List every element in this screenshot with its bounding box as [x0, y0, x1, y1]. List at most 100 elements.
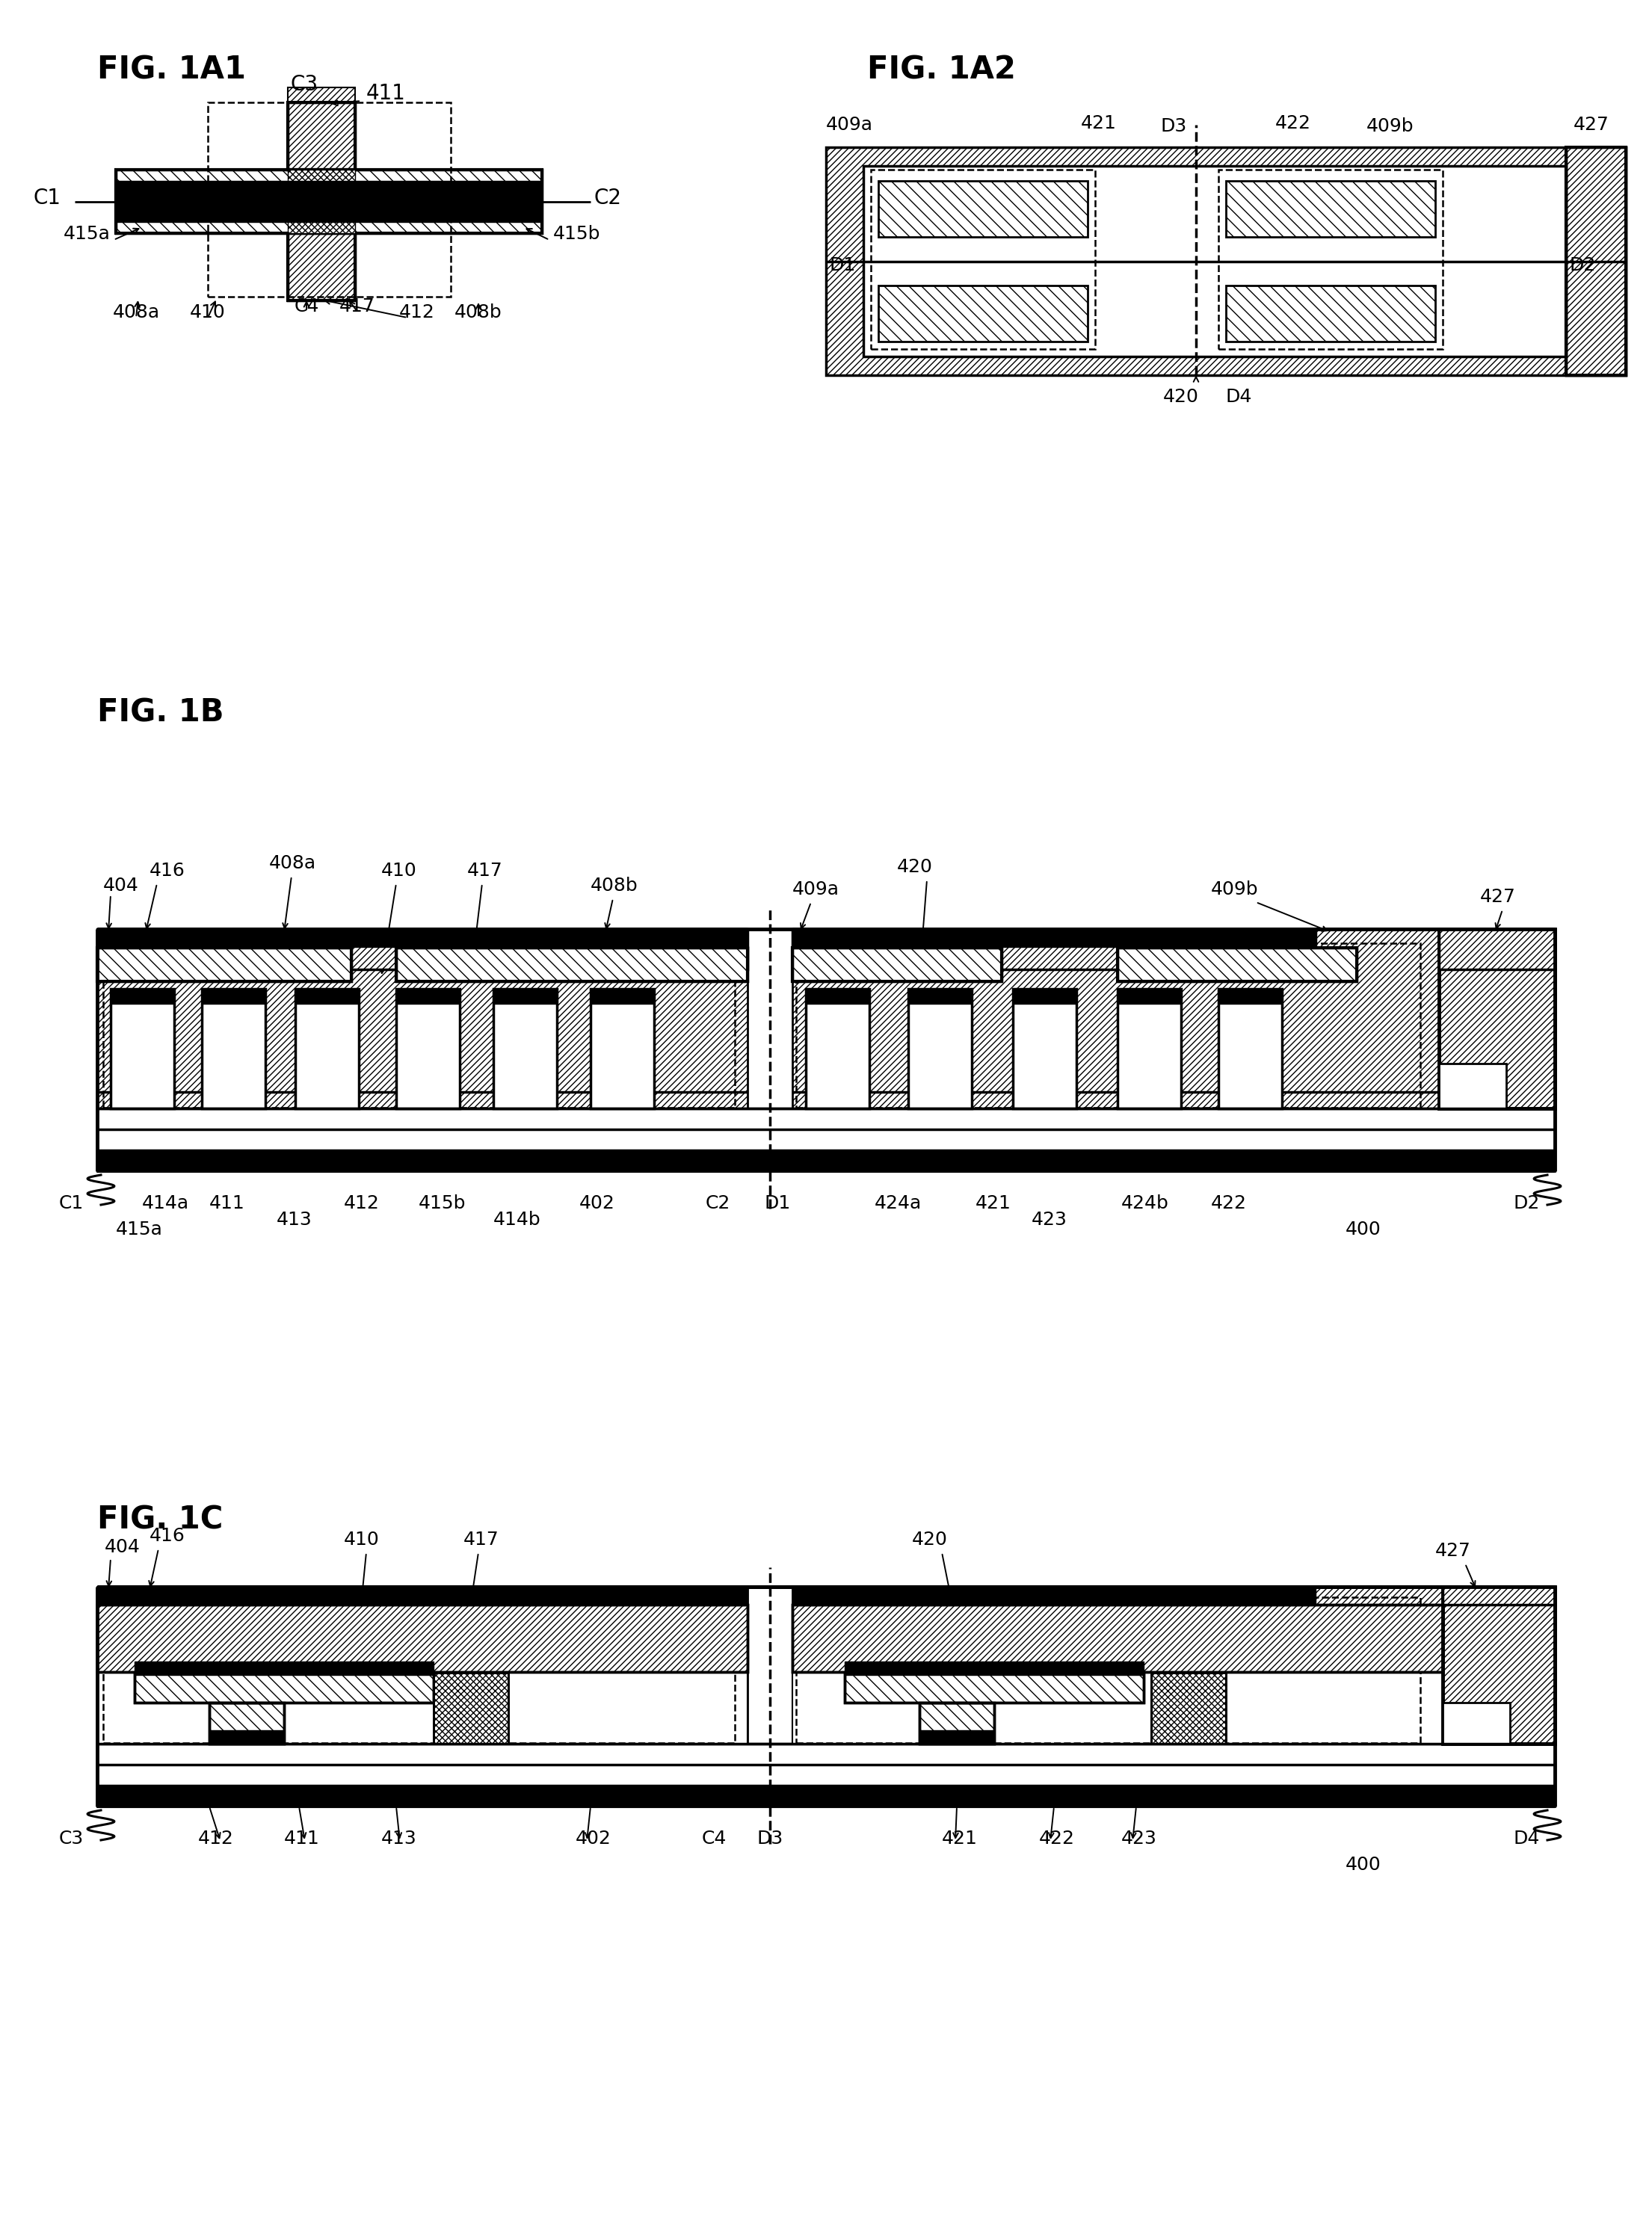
Text: 420: 420 [1163, 388, 1199, 405]
Bar [1219, 988, 1282, 1109]
Text: 412: 412 [344, 1194, 380, 1212]
Text: 421: 421 [1080, 114, 1117, 132]
Text: 411: 411 [210, 1194, 244, 1212]
Bar [1442, 1586, 1555, 1604]
Text: 400: 400 [1345, 1221, 1381, 1239]
Bar [1013, 988, 1077, 1109]
Bar [296, 988, 358, 1109]
Text: D4: D4 [1513, 1830, 1540, 1848]
Text: 408b: 408b [590, 876, 638, 894]
Bar [102, 943, 735, 1107]
Bar [1117, 988, 1181, 1004]
Bar [116, 170, 542, 233]
Bar [296, 988, 358, 1091]
Bar [433, 1673, 509, 1743]
Text: D3: D3 [757, 1830, 783, 1848]
Bar [97, 948, 352, 981]
Bar [844, 1662, 1143, 1676]
Bar [1219, 170, 1442, 349]
Text: 412: 412 [198, 1830, 235, 1848]
Bar [920, 1702, 995, 1743]
Bar [796, 1597, 1421, 1743]
Bar [1439, 930, 1555, 1109]
Text: C3: C3 [291, 74, 319, 94]
Bar [1117, 988, 1181, 1109]
Bar [1439, 930, 1555, 1109]
Text: 427: 427 [1480, 887, 1517, 905]
Bar [806, 1091, 869, 1109]
Bar [909, 1091, 971, 1109]
Bar [210, 1702, 284, 1743]
Text: 411: 411 [284, 1830, 320, 1848]
Bar [97, 930, 747, 970]
Text: 421: 421 [975, 1194, 1011, 1212]
Bar [396, 948, 747, 981]
Bar [97, 1604, 747, 1671]
Bar [287, 103, 355, 170]
Bar [793, 1631, 1442, 1743]
Bar [826, 148, 1626, 376]
Text: 402: 402 [575, 1830, 611, 1848]
Bar [1442, 1586, 1555, 1743]
Bar [1566, 148, 1626, 376]
Bar [590, 988, 654, 1109]
Text: C4: C4 [702, 1830, 727, 1848]
Text: 409a: 409a [793, 880, 839, 898]
Bar [97, 948, 352, 981]
Bar [210, 1729, 284, 1743]
Text: 408a: 408a [112, 302, 160, 320]
Bar [134, 1662, 433, 1676]
Text: 427: 427 [1573, 116, 1609, 134]
Text: 415a: 415a [64, 224, 111, 242]
Bar [296, 1091, 358, 1109]
Bar [1117, 988, 1181, 1091]
Bar [1151, 1673, 1226, 1743]
Text: FIG. 1A2: FIG. 1A2 [867, 54, 1016, 85]
Bar [1117, 1091, 1181, 1109]
Text: D3: D3 [1160, 116, 1186, 134]
Bar [111, 988, 173, 1004]
Bar [287, 233, 355, 300]
Text: D2: D2 [1513, 1194, 1540, 1212]
Text: 413: 413 [382, 1830, 416, 1848]
Text: D2: D2 [1569, 255, 1596, 273]
Bar [116, 181, 542, 222]
Bar [433, 1673, 509, 1743]
Text: 422: 422 [1039, 1830, 1075, 1848]
Text: 422: 422 [1275, 114, 1312, 132]
Text: C2: C2 [705, 1194, 730, 1212]
Bar [396, 1091, 459, 1109]
Bar [287, 87, 355, 103]
Text: 417: 417 [339, 298, 375, 316]
Text: 417: 417 [464, 1530, 499, 1548]
Bar [590, 1091, 654, 1109]
Text: 409b: 409b [1211, 880, 1259, 898]
Bar [1226, 284, 1436, 340]
Bar [909, 988, 971, 1091]
Bar [97, 1586, 747, 1743]
Bar [879, 284, 1087, 340]
Text: 411: 411 [367, 83, 406, 103]
Bar [97, 1129, 1555, 1151]
Text: 420: 420 [897, 858, 933, 876]
Bar [793, 930, 1315, 970]
Bar [111, 988, 173, 1109]
Text: 414b: 414b [494, 1212, 540, 1230]
Bar [102, 1597, 735, 1743]
Bar [590, 988, 654, 1004]
Bar [97, 1586, 747, 1604]
Bar [806, 988, 869, 1109]
Bar [97, 1743, 1555, 1765]
Bar [97, 1785, 1555, 1805]
Bar [793, 1604, 1442, 1671]
Bar [920, 1729, 995, 1743]
Bar [793, 930, 1442, 1109]
Bar [97, 1765, 1555, 1785]
Bar [494, 1091, 557, 1109]
Bar [296, 988, 358, 1004]
Bar [871, 170, 1095, 349]
Text: 415a: 415a [116, 1221, 164, 1239]
Text: 416: 416 [149, 1528, 185, 1546]
Text: FIG. 1C: FIG. 1C [97, 1505, 223, 1537]
Bar [1219, 988, 1282, 1091]
